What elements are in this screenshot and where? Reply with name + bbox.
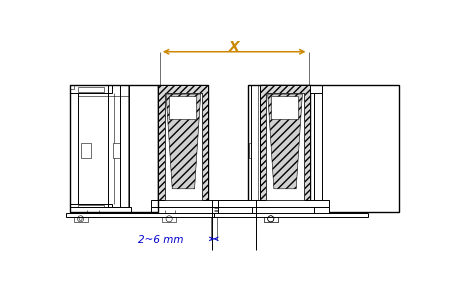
Bar [70,206,132,216]
Bar [260,85,310,200]
Text: 2~6 mm: 2~6 mm [138,235,184,245]
Bar [277,143,288,158]
Bar [70,85,74,89]
Bar [251,85,260,212]
Bar [70,85,159,212]
Bar [113,143,124,158]
Polygon shape [260,85,310,200]
Bar [70,204,112,212]
Bar [169,96,196,119]
Bar [271,96,298,119]
Bar [279,85,322,93]
Bar [264,216,278,222]
Bar [151,200,262,206]
Polygon shape [268,94,303,189]
Bar [202,85,208,200]
Text: X: X [228,40,239,54]
Bar [304,85,310,200]
Bar [120,85,129,212]
Bar [66,213,220,217]
Bar [70,85,78,212]
Bar [159,85,208,93]
Bar [78,205,105,210]
Bar [218,200,329,206]
Bar [264,216,278,222]
Bar [279,204,322,212]
Bar [249,143,260,158]
Bar [249,85,399,212]
Bar [159,85,208,200]
Bar [260,85,310,93]
Bar [165,93,202,200]
Bar [314,85,322,212]
Polygon shape [159,85,208,200]
Bar [78,87,105,92]
Bar [260,85,266,200]
Bar [162,216,176,222]
Bar [80,143,91,158]
Bar [252,206,314,216]
Bar [276,87,303,92]
Bar [266,93,304,200]
Bar [151,206,262,213]
Bar [70,85,112,93]
Bar [159,85,165,200]
Bar [74,216,88,222]
Polygon shape [166,94,201,189]
Bar [214,213,368,217]
Bar [70,208,74,212]
Bar [218,206,329,213]
Bar [276,205,303,210]
